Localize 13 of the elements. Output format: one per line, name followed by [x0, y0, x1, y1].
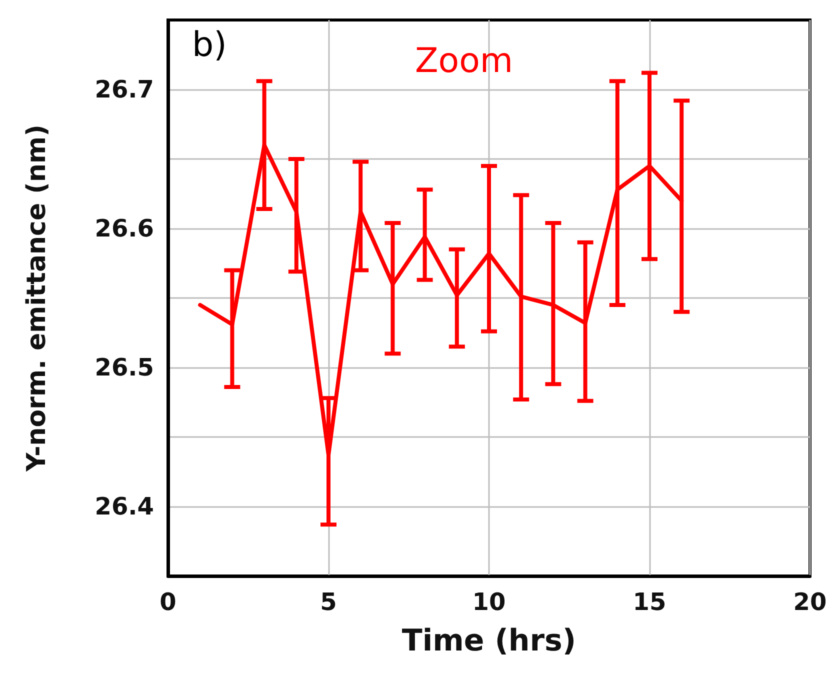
annotation: Zoom: [415, 41, 514, 81]
x-tick-label: 5: [320, 588, 337, 616]
x-tick-label: 20: [793, 588, 827, 616]
y-tick-label: 26.7: [94, 76, 154, 104]
x-axis-title: Time (hrs): [402, 624, 576, 658]
annotation: b): [192, 25, 227, 65]
x-tick-label: 0: [160, 588, 176, 616]
y-tick-label: 26.5: [94, 354, 154, 382]
y-axis-title: Y-norm. emittance (nm): [22, 124, 52, 473]
x-tick-label: 15: [632, 588, 666, 616]
x-tick-label: 10: [472, 588, 506, 616]
y-tick-label: 26.6: [94, 214, 154, 242]
y-tick-label: 26.4: [94, 492, 154, 520]
